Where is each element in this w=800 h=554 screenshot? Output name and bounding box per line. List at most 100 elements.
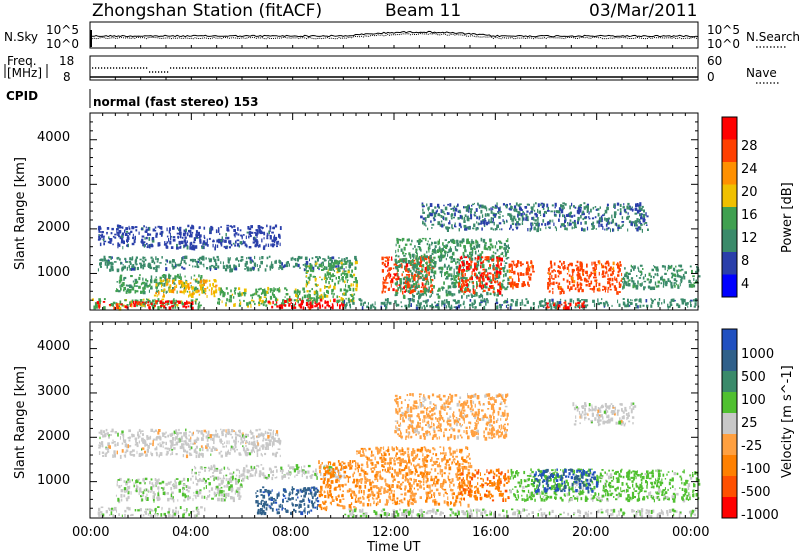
velocity-colorbar-swatch: [722, 350, 737, 372]
power-colorbar-swatch: [722, 252, 737, 275]
xtick: 12:00: [372, 525, 410, 540]
station-title: Zhongshan Station (fitACF): [92, 1, 323, 21]
power-echo-region: [305, 260, 358, 304]
power-ytick-1000: 1000: [37, 265, 71, 280]
power-cbar-tick: 24: [741, 162, 758, 177]
velocity-echo-region: [344, 508, 697, 519]
xtick: 04:00: [172, 525, 210, 540]
power-echo-region: [217, 286, 319, 308]
nsky-series: [90, 30, 699, 38]
velocity-colorbar-swatch: [722, 329, 737, 351]
nsearch-label: N.Search: [746, 30, 800, 44]
nsky-tick-top: 10^5: [46, 23, 79, 37]
velocity-echo-region: [98, 428, 282, 459]
velocity-echo-region: [356, 446, 473, 508]
power-colorbar-swatch: [722, 207, 737, 230]
velocity-colorbar-swatch: [722, 455, 737, 477]
velocity-ytick-4000: 4000: [37, 339, 71, 354]
velocity-echo-region: [115, 477, 245, 504]
power-colorbar-swatch: [722, 184, 737, 208]
power-colorbar-swatch: [722, 274, 737, 298]
velocity-colorbar-frame: [721, 328, 738, 519]
nsky-frame: [89, 21, 699, 49]
velocity-echo-region: [572, 402, 637, 427]
xaxis-label: Time UT: [367, 540, 421, 554]
power-echo-region: [97, 255, 358, 273]
power-cbar-tick: 12: [741, 231, 758, 246]
velocity-echo-region: [191, 464, 346, 481]
power-colorbar-frame: [721, 116, 738, 298]
power-echo-region: [96, 300, 194, 311]
power-echo-region: [115, 273, 206, 295]
power-echo-region: [457, 255, 503, 295]
velocity-cbar-tick: -500: [741, 485, 771, 500]
velocity-cbar-tick: 1000: [741, 347, 775, 362]
velocity-echo-region: [97, 506, 206, 519]
power-echo-region: [153, 278, 218, 298]
power-ytick-4000: 4000: [37, 130, 71, 145]
nave-label: Nave: [746, 66, 777, 80]
xtick: 16:00: [472, 525, 510, 540]
velocity-colorbar-swatch: [722, 392, 737, 414]
freq-label-line2: [MHz]: [7, 66, 43, 80]
velocity-cbar-tick: -100: [741, 462, 771, 477]
power-echo-region: [420, 202, 649, 233]
power-cbar-tick: 28: [741, 139, 758, 154]
freq-label-line1: Freq.: [7, 54, 37, 68]
beam-label: Beam 11: [385, 1, 462, 21]
power-echo-region: [508, 260, 535, 290]
velocity-cbar-tick: 25: [741, 416, 758, 431]
velocity-echo-region: [457, 468, 510, 502]
nsearch-tick-top: 10^5: [707, 23, 740, 37]
velocity-colorbar-swatch: [722, 434, 737, 456]
power-cbar-tick: 20: [741, 185, 758, 200]
power-echo-region: [547, 260, 623, 295]
velocity-colorbar-swatch: [722, 476, 737, 498]
cpid-label: CPID: [6, 89, 39, 103]
freq-tick-top: 18: [59, 54, 75, 68]
nave-series: [92, 67, 697, 73]
date-label: 03/Mar/2011: [589, 1, 698, 21]
velocity-colorbar-swatch: [722, 497, 737, 519]
velocity-echo-region: [533, 468, 599, 494]
xtick: 00:00: [72, 525, 110, 540]
velocity-colorbar-swatch: [722, 413, 737, 435]
xtick: 20:00: [572, 525, 610, 540]
power-echo-region: [546, 301, 586, 311]
velocity-echo-region: [318, 460, 358, 512]
power-colorbar-swatch: [722, 139, 737, 163]
nsearch-tick-bottom: 10^0: [707, 37, 740, 51]
velocity-colorbar-swatch: [722, 371, 737, 393]
velocity-cbar-tick: 100: [741, 393, 766, 408]
nsearch-series: [89, 32, 699, 40]
power-echo-region: [622, 264, 701, 291]
power-echo-region: [343, 298, 700, 311]
velocity-echo-region: [255, 486, 320, 516]
velocity-ytick-1000: 1000: [37, 473, 71, 488]
velocity-echo-region: [394, 393, 509, 441]
nsky-label: N.Sky: [4, 30, 39, 44]
power-cbar-tick: 8: [741, 254, 750, 269]
power-cbar-tick: 16: [741, 208, 758, 223]
nsky-tick-bottom: 10^0: [46, 37, 79, 51]
velocity-echo-region: [509, 468, 701, 503]
power-colorbar-swatch: [722, 162, 737, 185]
velocity-cbar-tick: -1000: [741, 508, 779, 523]
power-echo-region: [394, 237, 511, 300]
xtick: 00:00: [672, 525, 710, 540]
velocity-ytick-3000: 3000: [37, 384, 71, 399]
power-ytick-2000: 2000: [37, 220, 71, 235]
velocity-cbar-tick: 500: [741, 370, 766, 385]
power-ytick-3000: 3000: [37, 175, 71, 190]
xtick: 08:00: [272, 525, 310, 540]
power-colorbar-swatch: [722, 117, 737, 140]
power-cbar-tick: 4: [741, 277, 750, 292]
cpid-text: normal (fast stereo) 153: [93, 95, 259, 109]
velocity-cbar-tick: -25: [741, 439, 763, 454]
nave-tick-bottom: 0: [707, 70, 715, 84]
nave-tick-top: 60: [707, 54, 723, 68]
power-colorbar-swatch: [722, 229, 737, 253]
freq-tick-bottom: 8: [63, 70, 71, 84]
